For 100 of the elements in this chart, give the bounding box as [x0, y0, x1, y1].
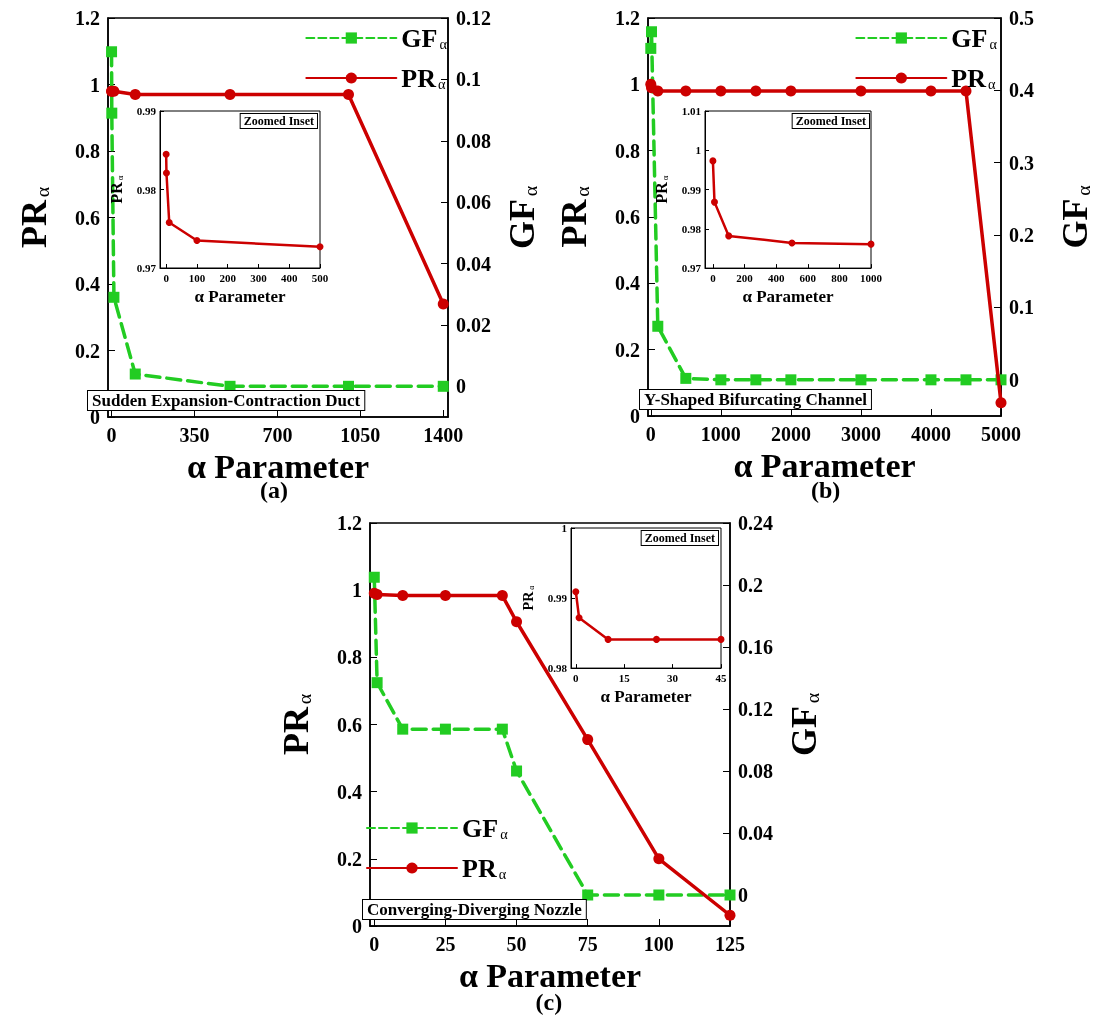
x-tick-label: 2000 — [770, 423, 811, 445]
point — [437, 380, 449, 392]
point — [437, 298, 449, 310]
x-tick-label: 700 — [262, 424, 293, 446]
point — [855, 85, 867, 97]
y-tick-label: 0.2 — [337, 847, 362, 870]
y2-tick-label: 0.2 — [738, 574, 763, 596]
y-tick-label: 1 — [90, 73, 100, 96]
y2-tick-label: 0.12 — [738, 698, 773, 720]
y-tick-label: 0.98 — [136, 183, 157, 196]
point — [652, 320, 664, 332]
y-tick-label: 0.98 — [547, 662, 568, 675]
point — [129, 368, 141, 380]
y-tick-label: 0.6 — [337, 713, 362, 736]
point — [652, 85, 664, 97]
y2-tick-label: 0.4 — [1009, 79, 1034, 102]
point — [582, 889, 594, 901]
y-tick-label: 0.97 — [681, 262, 702, 275]
x-tick-label: 0 — [573, 671, 580, 684]
y-tick-label: 0.4 — [75, 273, 100, 295]
y-tick-label: 0.8 — [615, 139, 640, 162]
y2-tick-label: 0.1 — [456, 68, 481, 91]
point — [715, 374, 727, 386]
point — [496, 590, 508, 602]
legend-label: PRα — [462, 853, 507, 883]
x-tick-label: 15 — [618, 671, 631, 684]
legend-label: PRα — [401, 63, 447, 93]
point — [368, 571, 380, 583]
point — [710, 198, 718, 206]
point — [165, 218, 173, 226]
point — [725, 232, 733, 240]
y-tick-label: 0 — [352, 915, 362, 937]
y2-tick-label: 0.08 — [738, 760, 773, 782]
annotation: Sudden Expansion-Contraction Duct — [92, 391, 361, 410]
y2-tick-label: 0.16 — [738, 636, 773, 658]
y2-tick-label: 0.04 — [456, 252, 491, 275]
y-tick-label: 0 — [630, 405, 640, 427]
x-tick-label: 1400 — [423, 424, 464, 446]
point — [785, 85, 797, 97]
x-tick-label: 3000 — [840, 423, 881, 445]
x-tick-label: 0 — [645, 423, 656, 445]
point — [129, 88, 141, 100]
y2-tick-label: 0.06 — [456, 191, 491, 214]
point — [645, 42, 657, 54]
y-tick-label: 0.6 — [615, 206, 640, 228]
y-tick-label: 1.2 — [75, 7, 100, 29]
x-tick-label: 1000 — [700, 423, 741, 445]
point — [785, 374, 797, 386]
y2-tick-label: 0 — [1009, 368, 1019, 391]
point — [397, 723, 409, 735]
y-tick-label: 0.2 — [75, 339, 100, 362]
y-tick-label: 0.97 — [136, 262, 157, 274]
y2-tick-label: 0.3 — [1009, 151, 1034, 174]
y-axis-title: PRα — [107, 175, 125, 204]
point — [371, 677, 383, 689]
y2-axis-title: GFα — [502, 185, 542, 250]
point — [162, 169, 170, 177]
point — [496, 723, 508, 735]
x-tick-label: 800 — [831, 271, 849, 284]
point — [106, 107, 118, 119]
point — [224, 88, 236, 100]
y2-tick-label: 0.04 — [738, 822, 773, 844]
x-tick-label: 1000 — [860, 271, 883, 284]
y-axis-title: PRα — [276, 693, 316, 756]
y2-tick-label: 0.5 — [1009, 7, 1034, 29]
point — [680, 372, 692, 384]
annotation: Converging-Diverging Nozzle — [367, 900, 583, 919]
point — [397, 590, 409, 602]
y-tick-label: 0.4 — [615, 272, 640, 295]
x-tick-label: 5000 — [981, 423, 1021, 445]
annotation: Zoomed Inset — [243, 114, 315, 128]
x-tick-label: 400 — [767, 271, 785, 284]
x-tick-label: 50 — [506, 933, 527, 955]
point — [653, 889, 665, 901]
point — [439, 723, 451, 735]
point — [582, 734, 594, 746]
y-tick-label: 0.4 — [337, 780, 362, 803]
legend-label: PRα — [951, 63, 997, 93]
y-tick-label: 1 — [695, 144, 701, 157]
x-tick-label: 200 — [736, 271, 754, 284]
y-tick-label: 0.99 — [681, 183, 702, 196]
point — [193, 237, 201, 245]
x-tick-label: 100 — [643, 933, 674, 955]
x-tick-label: 0 — [710, 271, 717, 284]
x-tick-label: 100 — [188, 271, 206, 284]
y-tick-label: 1.01 — [681, 105, 701, 117]
x-tick-label: 4000 — [910, 423, 951, 445]
y-tick-label: 0.2 — [615, 338, 640, 361]
y2-axis-title: GFα — [784, 692, 824, 757]
point — [604, 635, 612, 643]
y-tick-label: 0.6 — [75, 206, 100, 229]
point — [750, 374, 762, 386]
x-tick-label: 0 — [163, 271, 170, 284]
y2-tick-label: 0 — [456, 375, 466, 398]
point — [717, 635, 725, 643]
y-tick-label: 1 — [352, 579, 362, 602]
point — [108, 291, 120, 303]
y-tick-label: 0.8 — [337, 646, 362, 669]
x-tick-label: 200 — [219, 271, 237, 284]
point — [724, 909, 736, 921]
